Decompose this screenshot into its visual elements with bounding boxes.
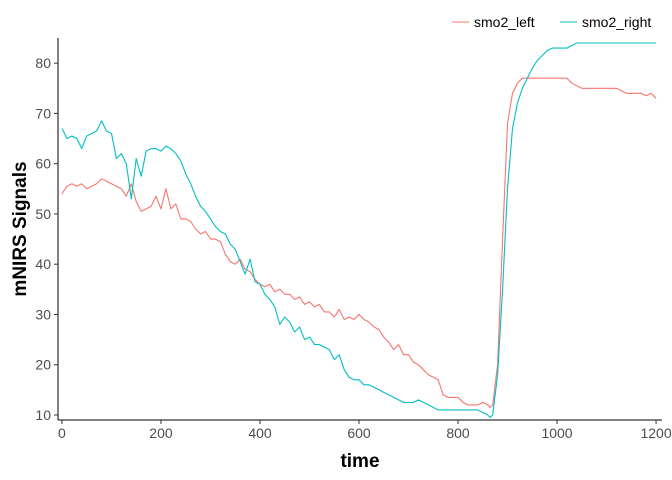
- y-tick-label: 20: [35, 357, 51, 373]
- y-tick-label: 30: [35, 306, 51, 322]
- series-line-smo2_right: [61, 42, 657, 419]
- legend-label: smo2_right: [582, 14, 651, 30]
- legend-label: smo2_left: [474, 14, 535, 30]
- y-tick-label: 10: [35, 407, 51, 423]
- x-tick-label: 400: [248, 425, 272, 441]
- x-tick-label: 600: [347, 425, 371, 441]
- series-line-smo2_left: [61, 77, 657, 408]
- y-tick-label: 80: [35, 55, 51, 71]
- x-tick-label: 200: [149, 425, 173, 441]
- y-tick-label: 60: [35, 156, 51, 172]
- x-tick-label: 1000: [541, 425, 572, 441]
- y-tick-label: 40: [35, 256, 51, 272]
- y-tick-label: 70: [35, 105, 51, 121]
- x-axis-title: time: [340, 451, 379, 472]
- x-tick-label: 0: [58, 425, 66, 441]
- x-tick-label: 800: [446, 425, 470, 441]
- y-axis-title: mNIRS Signals: [10, 161, 31, 296]
- x-tick-label: 1200: [640, 425, 671, 441]
- y-tick-label: 50: [35, 206, 51, 222]
